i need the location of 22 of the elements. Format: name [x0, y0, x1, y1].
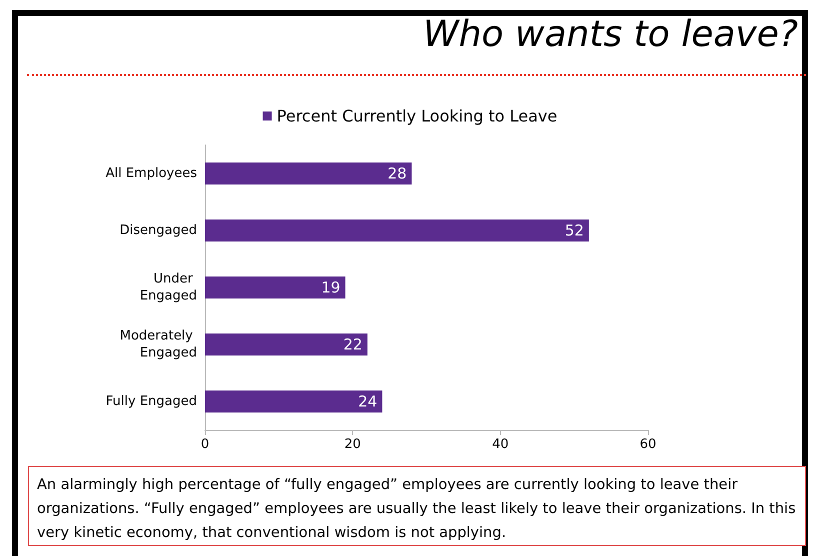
legend-label: Percent Currently Looking to Leave — [276, 106, 558, 126]
y-tick-label: Moderately Engaged — [120, 328, 197, 360]
bar — [205, 334, 368, 356]
data-label: 22 — [343, 336, 362, 354]
data-label: 24 — [358, 392, 378, 410]
bar — [205, 276, 346, 298]
y-tick-label: Under Engaged — [140, 272, 197, 304]
bar — [205, 162, 412, 184]
y-tick-label: Disengaged — [120, 223, 197, 238]
chart-title: Who wants to leave? — [423, 14, 798, 55]
data-label: 28 — [388, 164, 407, 182]
y-tick-label: Fully Engaged — [106, 394, 197, 409]
bar — [205, 220, 589, 242]
bar — [205, 390, 382, 412]
x-tick-label: 60 — [640, 437, 656, 452]
data-label: 19 — [321, 278, 340, 296]
y-tick-label: All Employees — [106, 166, 198, 181]
text: An alarmingly high percentage of “fully engaged” employees are currently looking to leave their organizations. “Fully engaged” employees are usually the least likely to leave their organizations. In this very kinetic economy, that conventional wisdom is not applying. — [28, 466, 806, 546]
x-tick-label: 0 — [200, 437, 210, 452]
x-tick-label: 20 — [344, 437, 361, 452]
data-label: 52 — [564, 222, 584, 240]
x-tick-label: 40 — [492, 437, 509, 452]
